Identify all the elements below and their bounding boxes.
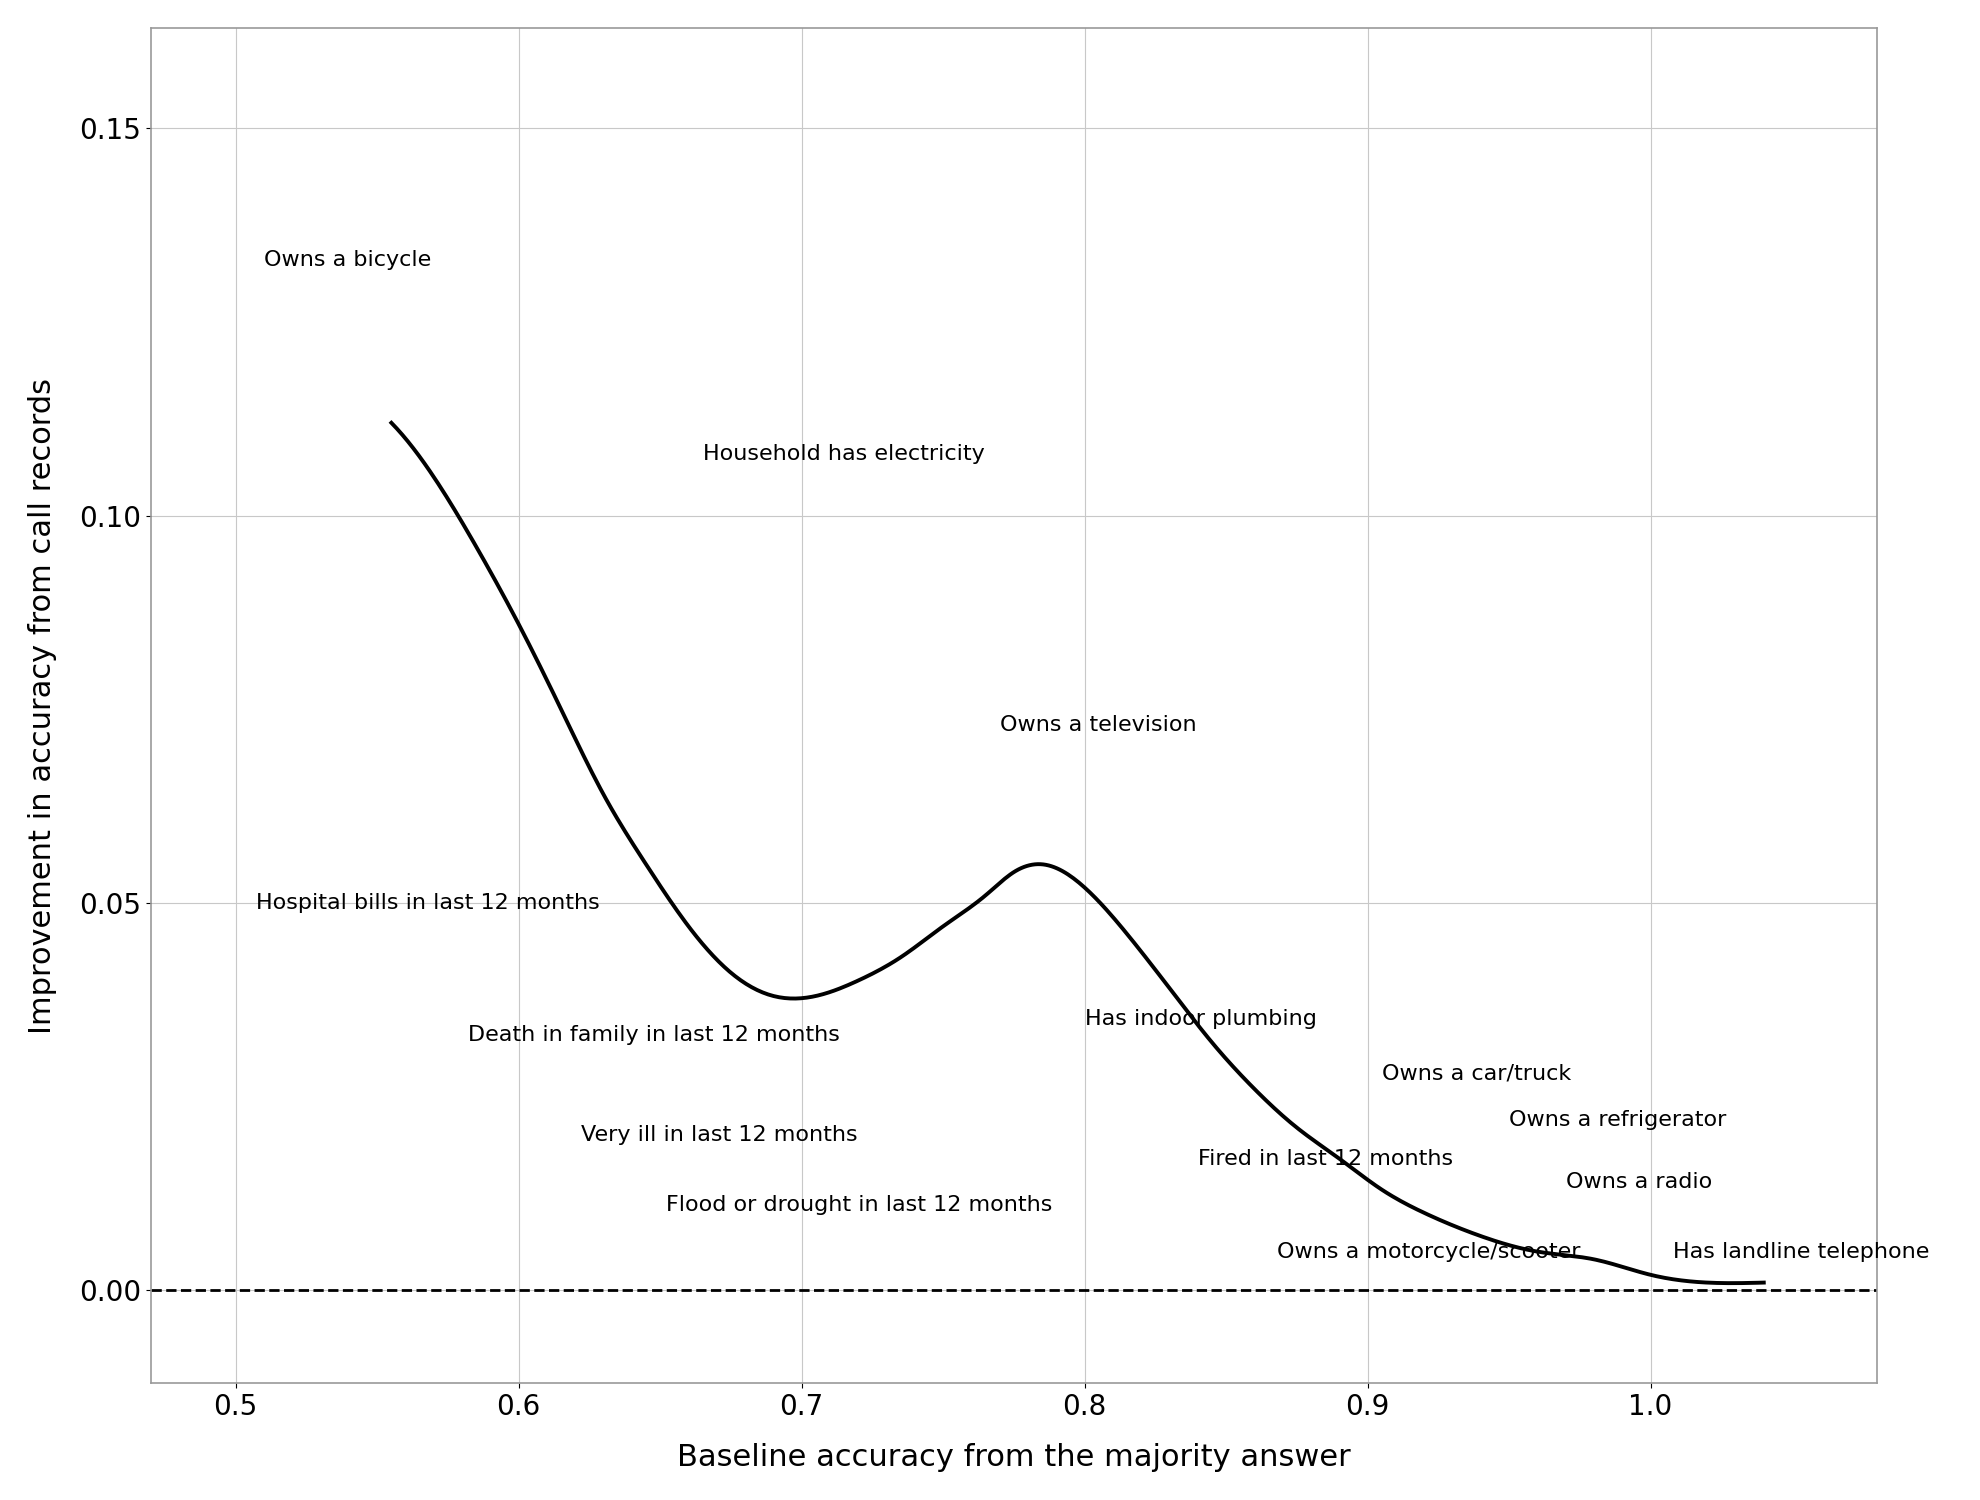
Text: Owns a radio: Owns a radio — [1566, 1172, 1713, 1192]
Text: Owns a motorcycle/scooter: Owns a motorcycle/scooter — [1277, 1242, 1580, 1262]
Text: Flood or drought in last 12 months: Flood or drought in last 12 months — [665, 1196, 1051, 1215]
Text: Owns a bicycle: Owns a bicycle — [263, 251, 432, 270]
X-axis label: Baseline accuracy from the majority answer: Baseline accuracy from the majority answ… — [677, 1443, 1350, 1472]
Text: Household has electricity: Household has electricity — [703, 444, 984, 464]
Text: Fired in last 12 months: Fired in last 12 months — [1198, 1149, 1453, 1168]
Text: Owns a television: Owns a television — [1000, 716, 1196, 735]
Text: Very ill in last 12 months: Very ill in last 12 months — [580, 1125, 857, 1146]
Text: Has indoor plumbing: Has indoor plumbing — [1085, 1010, 1317, 1029]
Text: Owns a refrigerator: Owns a refrigerator — [1509, 1110, 1727, 1130]
Y-axis label: Improvement in accuracy from call records: Improvement in accuracy from call record… — [28, 378, 57, 1034]
Text: Hospital bills in last 12 months: Hospital bills in last 12 months — [255, 892, 600, 914]
Text: Has landline telephone: Has landline telephone — [1673, 1242, 1930, 1262]
Text: Owns a car/truck: Owns a car/truck — [1382, 1064, 1570, 1083]
Text: Death in family in last 12 months: Death in family in last 12 months — [467, 1024, 840, 1044]
